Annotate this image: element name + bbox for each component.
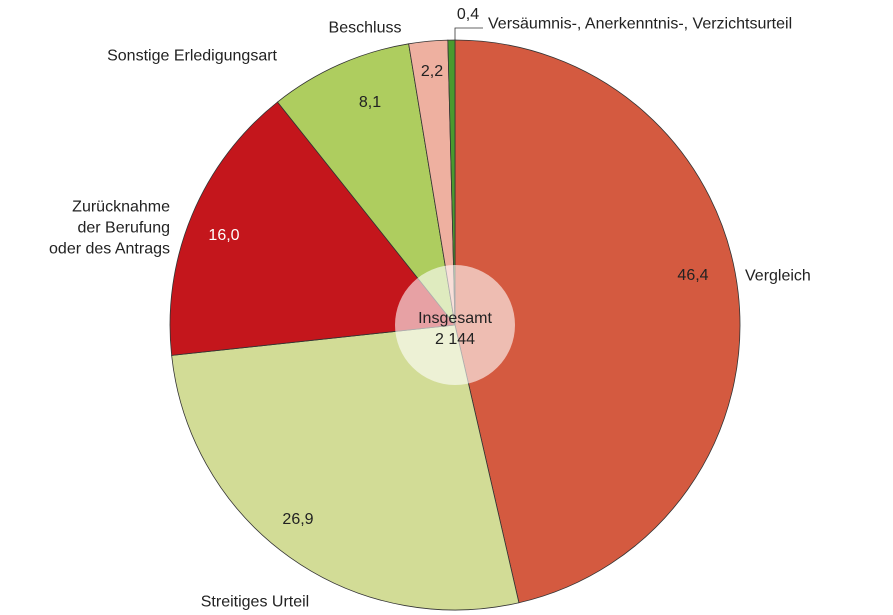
- pie-slice: [171, 324, 520, 611]
- category-label: Beschluss: [328, 19, 402, 37]
- category-label: Sonstige Erledigungsart: [107, 47, 277, 65]
- value-label: 8,1: [359, 94, 381, 111]
- category-label: Versäumnis-, Anerkenntnis-, Verzichtsurt…: [488, 15, 793, 33]
- value-label: 2,2: [421, 63, 443, 80]
- center-total: 2 144: [435, 331, 475, 348]
- pie-slice: [276, 43, 456, 327]
- pie-slice: [454, 39, 741, 604]
- category-label: Vergleich: [745, 267, 811, 285]
- value-label: 26,9: [282, 511, 313, 528]
- center-circle: [395, 265, 515, 385]
- center-title: Insgesamt: [418, 310, 492, 327]
- value-label: 46,4: [677, 267, 708, 284]
- category-label: Streitiges Urteil: [200, 593, 310, 611]
- value-label: 16,0: [208, 227, 239, 244]
- leader-line: [454, 27, 483, 40]
- category-label: Zurücknahme der Berufung oder des Antrag…: [49, 198, 170, 258]
- value-label: 0,4: [457, 6, 479, 23]
- pie-slice: [169, 101, 456, 356]
